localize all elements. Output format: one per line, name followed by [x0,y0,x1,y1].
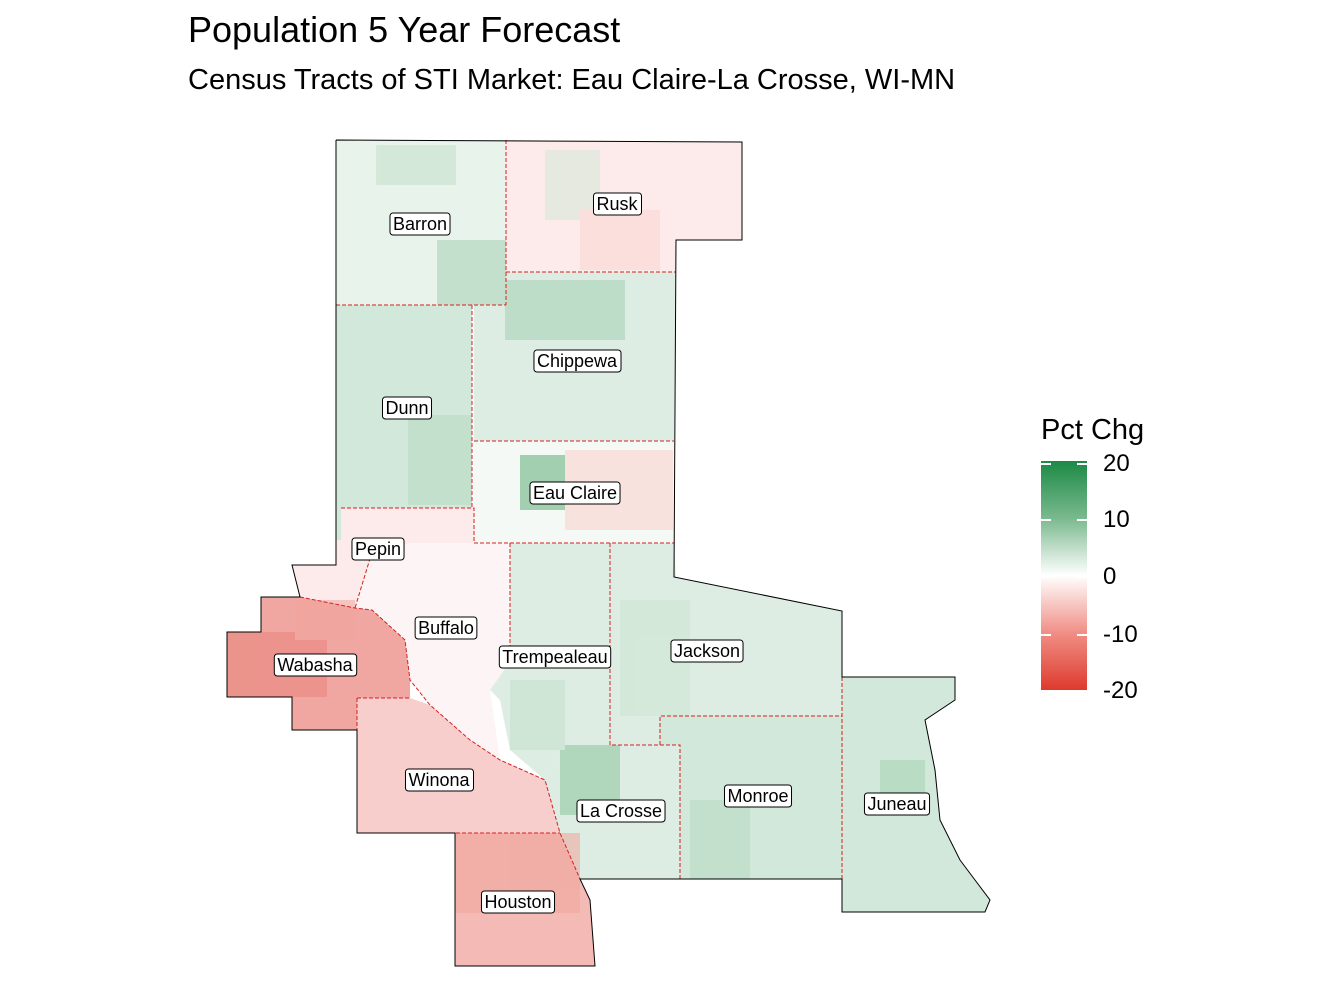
county-label-text: Chippewa [537,351,618,371]
county-label-winona: Winona [404,768,475,792]
tract-patch [505,280,625,340]
county-label-box [404,768,475,792]
legend-tick-label: 0 [1103,563,1117,590]
county-label-la-crosse: La Crosse [576,799,666,823]
county-label-rusk: Rusk [592,192,643,216]
county-label-box [576,799,666,823]
legend-tick-label: 10 [1103,506,1130,533]
county-label-pepin: Pepin [351,537,405,561]
tract-patch [690,800,750,879]
legend-title: Pct Chg [1041,414,1145,446]
market-outline [226,139,991,967]
county-label-box [389,212,451,236]
county-border [659,715,842,745]
county-label-eau-claire: Eau Claire [529,481,621,505]
county-label-box [498,645,612,669]
county-label-text: Rusk [596,194,638,214]
county-label-text: Pepin [355,539,401,559]
county-label-box [592,192,643,216]
county-label-text: Buffalo [418,618,474,638]
county-label-jackson: Jackson [670,639,744,663]
county-label-box [480,890,556,914]
tract-patch [408,415,472,505]
county-label-chippewa: Chippewa [533,349,622,373]
county-label-houston: Houston [480,890,556,914]
county-pepin [292,508,474,608]
tract-patch [510,680,565,750]
county-border [354,551,373,609]
county-label-box [273,653,358,677]
county-label-text: Wabasha [277,655,353,675]
county-label-text: Juneau [867,794,926,814]
tract-patch [580,210,660,270]
county-winona [357,698,560,833]
county-label-text: Jackson [674,641,740,661]
county-label-dunn: Dunn [381,396,433,420]
county-label-text: Barron [393,214,447,234]
tract-patch [545,150,600,220]
county-label-text: Monroe [727,786,788,806]
tract-patch [376,145,456,185]
county-label-wabasha: Wabasha [273,653,358,677]
county-border [299,596,581,880]
map-title: Population 5 Year Forecast [188,9,621,50]
county-label-box [533,349,622,373]
county-label-trempealeau: Trempealeau [498,645,612,669]
county-label-juneau: Juneau [863,792,931,816]
county-label-text: Dunn [385,398,428,418]
map-subtitle: Census Tracts of STI Market: Eau Claire-… [188,64,956,96]
county-label-monroe: Monroe [723,784,793,808]
county-border [609,543,681,879]
county-label-text: Eau Claire [533,483,617,503]
county-label-box [863,792,931,816]
county-label-text: Winona [408,770,470,790]
legend-tick-label: 20 [1103,450,1130,477]
county-label-box [414,616,478,640]
county-label-box [723,784,793,808]
county-label-text: Trempealeau [502,647,607,667]
county-label-buffalo: Buffalo [414,616,478,640]
legend-tick-label: -10 [1103,621,1138,648]
county-label-box [381,396,433,420]
county-label-text: Houston [484,892,551,912]
county-label-box [351,537,405,561]
legend-tick-label: -20 [1103,677,1138,704]
county-label-box [529,481,621,505]
county-border [341,507,674,544]
county-buffalo [355,543,510,760]
tract-patch [437,240,506,305]
tract-patch [295,600,355,640]
legend-color-bar [1041,461,1087,690]
county-label-box [670,639,744,663]
county-label-text: La Crosse [580,801,662,821]
county-label-barron: Barron [389,212,451,236]
